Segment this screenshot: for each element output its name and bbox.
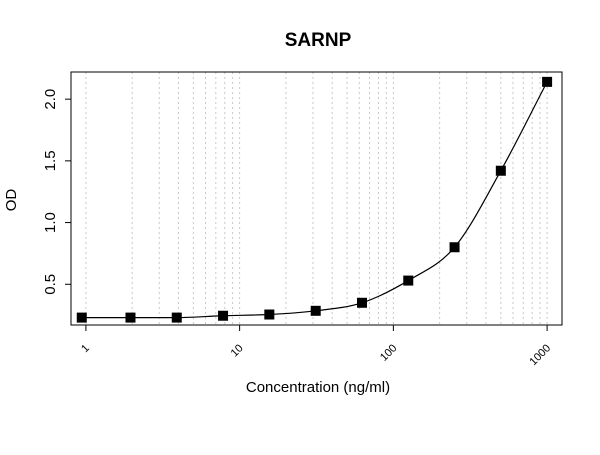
y-axis-label: OD: [3, 189, 20, 212]
plot-frame: [70, 71, 563, 326]
x-tick-label: 100: [378, 342, 399, 363]
data-point: [218, 310, 229, 321]
chart-title: SARNP: [285, 30, 352, 51]
y-tick-label: 1.0: [42, 212, 59, 233]
fit-curve: [81, 81, 548, 319]
data-point: [171, 312, 182, 323]
x-axis: 1 10 100 1000: [79, 325, 553, 368]
x-tick-label: 1: [79, 342, 92, 355]
x-tick-label: 1000: [527, 342, 553, 368]
y-tick-label: 2.0: [42, 89, 59, 110]
data-point: [449, 242, 460, 253]
data-point: [542, 76, 553, 87]
data-points: [76, 76, 553, 323]
grid-lines: [85, 72, 548, 325]
y-axis: 0.5 1.0 1.5 2.0: [42, 89, 71, 295]
x-axis-label: Concentration (ng/ml): [246, 379, 390, 396]
data-point: [76, 312, 87, 323]
y-tick-label: 0.5: [42, 274, 59, 295]
data-point: [310, 305, 321, 316]
data-point: [356, 297, 367, 308]
data-point: [264, 309, 275, 320]
y-tick-label: 1.5: [42, 150, 59, 171]
data-point: [125, 312, 136, 323]
fit-curve-group: [81, 81, 548, 319]
x-tick-label: 10: [229, 342, 246, 359]
data-point: [495, 165, 506, 176]
data-point: [403, 275, 414, 286]
